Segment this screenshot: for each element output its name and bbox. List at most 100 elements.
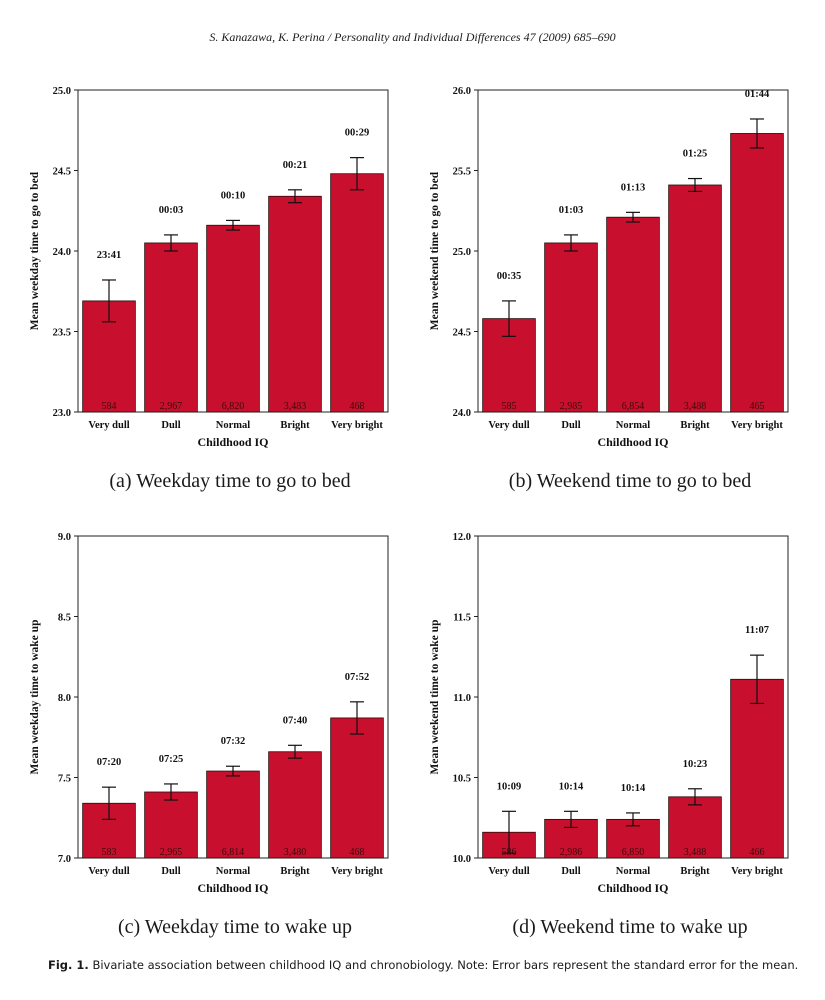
bar-b-3 [668, 184, 722, 413]
y-tick-label-b-3: 25.5 [453, 167, 471, 178]
category-label-a-4: Very bright [331, 420, 383, 431]
chart-panel-c: 7.0 7.5 8.0 8.5 9.0 Mean weekday time to wake… [0, 516, 412, 916]
bar-a-4 [330, 173, 384, 413]
x-axis-label-a: Childhood IQ [197, 435, 268, 449]
time-label-b-2: 01:13 [621, 182, 646, 193]
category-label-c-3: Bright [280, 866, 310, 877]
category-label-b-4: Very bright [731, 420, 783, 431]
category-label-c-2: Normal [216, 866, 250, 877]
time-label-c-0: 07:20 [97, 757, 122, 768]
n-label-c-3: 3,480 [284, 847, 307, 858]
bar-c-3 [268, 751, 322, 859]
n-label-c-2: 6,814 [222, 847, 245, 858]
subcaption-b: (b) Weekend time to go to bed [508, 470, 752, 492]
y-tick-label-d-0: 10.0 [453, 854, 471, 865]
y-tick-label-d-1: 10.5 [453, 774, 471, 785]
time-label-d-3: 10:23 [683, 759, 708, 770]
time-label-b-3: 01:25 [683, 149, 708, 160]
y-tick-label-b-0: 24.0 [453, 408, 471, 419]
bar-c-4 [330, 717, 384, 859]
time-label-d-4: 11:07 [745, 625, 769, 636]
category-label-b-2: Normal [616, 420, 650, 431]
time-label-a-4: 00:29 [345, 128, 370, 139]
y-tick-label-d-3: 11.5 [453, 613, 471, 624]
subcaption-a: (a) Weekday time to go to bed [109, 470, 351, 492]
category-label-c-4: Very bright [331, 866, 383, 877]
y-tick-label-d-4: 12.0 [453, 532, 471, 543]
y-tick-label-d-2: 11.0 [453, 693, 471, 704]
y-axis-label-c: Mean weekday time to wake up [29, 620, 41, 775]
time-label-a-1: 00:03 [159, 205, 184, 216]
n-label-d-4: 466 [750, 847, 765, 858]
n-label-d-1: 2,986 [560, 847, 583, 858]
x-axis-label-b: Childhood IQ [597, 435, 668, 449]
chart-b-svg: 24.0 24.5 25.0 25.5 26.0 Mean weekend time to… [429, 86, 789, 449]
n-label-b-3: 3,488 [684, 401, 707, 412]
n-label-b-1: 2,985 [560, 401, 583, 412]
y-tick-label-c-4: 9.0 [58, 532, 71, 543]
y-axis-label-a: Mean weekday time to go to bed [29, 171, 41, 330]
n-label-a-4: 468 [350, 401, 365, 412]
category-label-d-3: Bright [680, 866, 710, 877]
y-tick-label-b-2: 25.0 [453, 247, 471, 258]
chart-a-svg: 23.0 23.5 24.0 24.5 25.0 Mean weekday time to… [29, 86, 389, 449]
y-tick-label-c-1: 7.5 [58, 774, 71, 785]
chart-d-svg: 10.0 10.5 11.0 11.5 12.0 Mean weekend time to… [429, 532, 789, 895]
x-axis-label-d: Childhood IQ [597, 881, 668, 895]
n-label-d-3: 3,488 [684, 847, 707, 858]
time-label-c-3: 07:40 [283, 715, 308, 726]
y-axis-label-b: Mean weekend time to go to bed [429, 171, 441, 330]
y-tick-label-c-2: 8.0 [58, 693, 71, 704]
n-label-a-3: 3,483 [284, 401, 307, 412]
category-label-b-0: Very dull [488, 420, 529, 431]
y-tick-label-a-2: 24.0 [53, 247, 71, 258]
y-tick-label-b-4: 26.0 [453, 86, 471, 97]
category-label-d-1: Dull [561, 866, 580, 877]
bar-b-2 [606, 216, 660, 413]
y-tick-label-b-1: 24.5 [453, 328, 471, 339]
bar-c-1 [144, 791, 198, 859]
time-label-a-0: 23:41 [97, 250, 122, 261]
n-label-a-0: 584 [102, 401, 117, 412]
subcaption-d: (d) Weekend time to wake up [512, 916, 748, 938]
figure-caption: Fig. 1. Bivariate association between ch… [48, 958, 808, 972]
n-label-c-0: 583 [102, 847, 117, 858]
journal-header: S. Kanazawa, K. Perina / Personality and… [209, 30, 616, 44]
x-axis-label-c: Childhood IQ [197, 881, 268, 895]
figure-label: Fig. 1. [48, 958, 89, 972]
bar-a-3 [268, 195, 322, 413]
n-label-a-1: 2,967 [160, 401, 183, 412]
bar-a-1 [144, 242, 198, 413]
category-label-c-1: Dull [161, 866, 180, 877]
y-axis-label-d: Mean weekend time to wake up [429, 620, 441, 775]
category-label-b-1: Dull [561, 420, 580, 431]
n-label-d-0: 586 [502, 847, 517, 858]
y-tick-label-a-0: 23.0 [53, 408, 71, 419]
y-tick-label-a-4: 25.0 [53, 86, 71, 97]
n-label-c-1: 2,965 [160, 847, 183, 858]
n-label-b-0: 585 [502, 401, 517, 412]
bar-b-4 [730, 133, 784, 413]
y-tick-label-a-1: 23.5 [53, 328, 71, 339]
y-tick-label-c-0: 7.0 [58, 854, 71, 865]
n-label-b-4: 465 [750, 401, 765, 412]
time-label-a-3: 00:21 [283, 160, 308, 171]
category-label-a-2: Normal [216, 420, 250, 431]
n-label-c-4: 468 [350, 847, 365, 858]
time-label-c-1: 07:25 [159, 754, 184, 765]
bar-d-4 [730, 678, 784, 859]
time-label-a-2: 00:10 [221, 190, 246, 201]
time-label-b-0: 00:35 [497, 271, 522, 282]
chart-panel-b: 24.0 24.5 25.0 25.5 26.0 Mean weekend time to… [400, 70, 812, 470]
y-tick-label-a-3: 24.5 [53, 167, 71, 178]
n-label-d-2: 6,850 [622, 847, 645, 858]
time-label-d-0: 10:09 [497, 781, 522, 792]
n-label-a-2: 6,820 [222, 401, 245, 412]
category-label-c-0: Very dull [88, 866, 129, 877]
bar-c-2 [206, 770, 260, 859]
time-label-c-2: 07:32 [221, 736, 246, 747]
category-label-a-0: Very dull [88, 420, 129, 431]
figure-caption-text: Bivariate association between childhood … [92, 958, 799, 972]
category-label-d-2: Normal [616, 866, 650, 877]
time-label-c-4: 07:52 [345, 672, 370, 683]
